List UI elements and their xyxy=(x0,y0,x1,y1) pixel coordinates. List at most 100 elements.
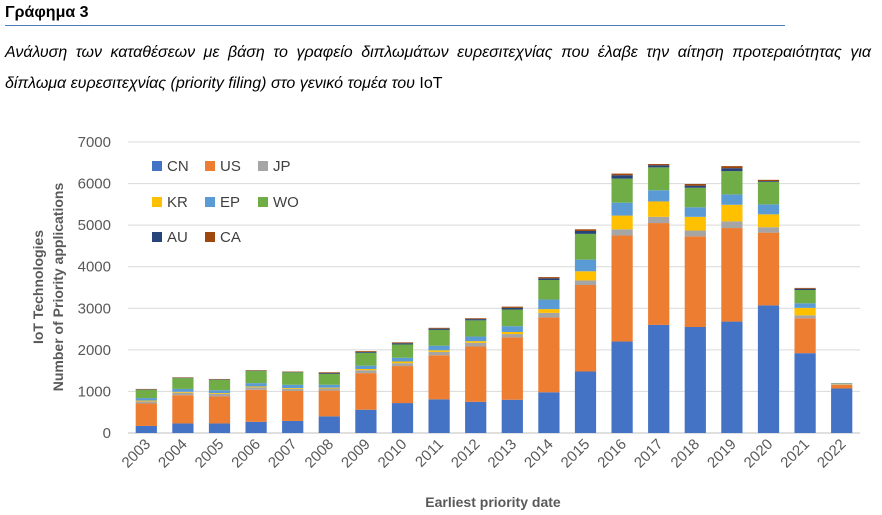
bar-segment-cn-2004 xyxy=(172,423,193,433)
bar-segment-ep-2014 xyxy=(538,300,559,310)
bar-segment-au-2013 xyxy=(502,308,523,310)
bar-segment-ep-2018 xyxy=(685,207,706,217)
bar-segment-ep-2010 xyxy=(392,358,413,362)
legend-item-ca: CA xyxy=(205,229,241,246)
legend-label: EP xyxy=(220,194,240,211)
bar-segment-ca-2012 xyxy=(465,318,486,319)
legend-item-au: AU xyxy=(152,229,188,246)
bar-segment-cn-2007 xyxy=(282,421,303,433)
y-tick-label: 7000 xyxy=(78,134,111,151)
legend-item-wo: WO xyxy=(258,194,299,211)
bar-segment-us-2009 xyxy=(355,373,376,410)
legend-label: US xyxy=(220,158,241,175)
y-tick-label: 0 xyxy=(103,425,111,442)
bar-stack-2019 xyxy=(721,166,742,433)
legend-item-jp: JP xyxy=(258,158,291,175)
x-tick-label: 2013 xyxy=(485,436,521,472)
y-axis-label-line1: IoT Technologies xyxy=(30,230,46,344)
bar-segment-cn-2017 xyxy=(648,325,669,433)
x-tick-label: 2014 xyxy=(521,436,557,472)
bar-segment-ep-2021 xyxy=(794,303,815,308)
y-tick-labels: 01000200030004000500060007000 xyxy=(78,134,111,442)
bar-stack-2004 xyxy=(172,377,193,433)
bar-segment-cn-2006 xyxy=(245,422,266,433)
y-tick-label: 4000 xyxy=(78,259,111,276)
bar-segment-ep-2019 xyxy=(721,194,742,204)
bar-segment-ep-2003 xyxy=(136,398,157,400)
x-tick-labels: 2003200420052006200720082009201020112012… xyxy=(119,436,850,472)
bar-segment-cn-2019 xyxy=(721,322,742,433)
bar-segment-jp-2006 xyxy=(245,387,266,389)
x-tick-label: 2012 xyxy=(448,436,484,472)
bar-segment-cn-2003 xyxy=(136,426,157,433)
bar-segment-kr-2016 xyxy=(611,216,632,230)
bar-segment-cn-2005 xyxy=(209,423,230,433)
bar-stack-2021 xyxy=(794,288,815,433)
legend-swatch xyxy=(152,232,162,242)
bar-segment-kr-2008 xyxy=(319,388,340,389)
bar-segment-kr-2003 xyxy=(136,401,157,402)
bar-segment-ca-2011 xyxy=(428,328,449,329)
bar-segment-us-2018 xyxy=(685,236,706,327)
bar-segment-jp-2012 xyxy=(465,343,486,347)
bar-segment-cn-2022 xyxy=(831,389,852,433)
bar-segment-au-2018 xyxy=(685,186,706,188)
bar-segment-au-2021 xyxy=(794,289,815,290)
bar-segment-ca-2009 xyxy=(355,351,376,352)
bar-segment-au-2012 xyxy=(465,319,486,320)
bar-segment-au-2010 xyxy=(392,343,413,344)
bar-stack-2013 xyxy=(502,307,523,433)
bar-segment-au-2008 xyxy=(319,373,340,374)
bar-stack-2008 xyxy=(319,372,340,433)
bar-stack-2009 xyxy=(355,351,376,433)
bar-segment-ca-2008 xyxy=(319,372,340,373)
bar-segment-jp-2009 xyxy=(355,370,376,373)
bar-stack-2016 xyxy=(611,174,632,433)
x-tick-label: 2020 xyxy=(741,436,777,472)
bar-segment-kr-2019 xyxy=(721,205,742,222)
bar-segment-us-2015 xyxy=(575,285,596,371)
bar-segment-cn-2020 xyxy=(758,305,779,433)
bar-segment-kr-2004 xyxy=(172,392,193,393)
bar-segment-cn-2011 xyxy=(428,399,449,433)
legend: CNUSJPKREPWOAUCA xyxy=(152,158,299,246)
bar-segment-jp-2004 xyxy=(172,393,193,395)
bar-segment-ep-2011 xyxy=(428,346,449,351)
bar-segment-jp-2015 xyxy=(575,280,596,285)
legend-item-cn: CN xyxy=(152,158,189,175)
bar-segment-au-2009 xyxy=(355,352,376,353)
legend-swatch xyxy=(205,161,215,171)
bar-segment-wo-2004 xyxy=(172,378,193,389)
legend-label: JP xyxy=(273,158,291,175)
stacked-bar-chart: 01000200030004000500060007000 2003200420… xyxy=(0,0,882,515)
x-tick-label: 2008 xyxy=(302,436,338,472)
bar-segment-us-2011 xyxy=(428,355,449,399)
bar-segment-cn-2016 xyxy=(611,342,632,433)
bar-segment-wo-2015 xyxy=(575,234,596,260)
bar-segment-wo-2012 xyxy=(465,320,486,336)
bar-stack-2005 xyxy=(209,379,230,433)
bar-segment-au-2020 xyxy=(758,181,779,182)
bar-segment-ep-2006 xyxy=(245,383,266,386)
bar-segment-ep-2005 xyxy=(209,390,230,393)
x-tick-label: 2018 xyxy=(668,436,704,472)
bar-segment-ep-2008 xyxy=(319,385,340,388)
legend-swatch xyxy=(258,161,268,171)
x-axis-label: Earliest priority date xyxy=(425,494,561,510)
x-tick-label: 2021 xyxy=(777,436,813,472)
x-tick-label: 2010 xyxy=(375,436,411,472)
bar-segment-us-2003 xyxy=(136,403,157,425)
legend-swatch xyxy=(205,232,215,242)
bar-stack-2017 xyxy=(648,164,669,433)
bar-segment-jp-2018 xyxy=(685,231,706,237)
bar-stack-2022 xyxy=(831,383,852,433)
bar-segment-au-2019 xyxy=(721,168,742,171)
bar-segment-au-2017 xyxy=(648,165,669,167)
bar-stack-2010 xyxy=(392,342,413,433)
bar-segment-cn-2010 xyxy=(392,403,413,433)
bar-segment-ca-2019 xyxy=(721,166,742,168)
bar-segment-cn-2014 xyxy=(538,392,559,433)
x-tick-label: 2009 xyxy=(338,436,374,472)
bar-segment-kr-2017 xyxy=(648,201,669,216)
bar-segment-cn-2009 xyxy=(355,410,376,433)
